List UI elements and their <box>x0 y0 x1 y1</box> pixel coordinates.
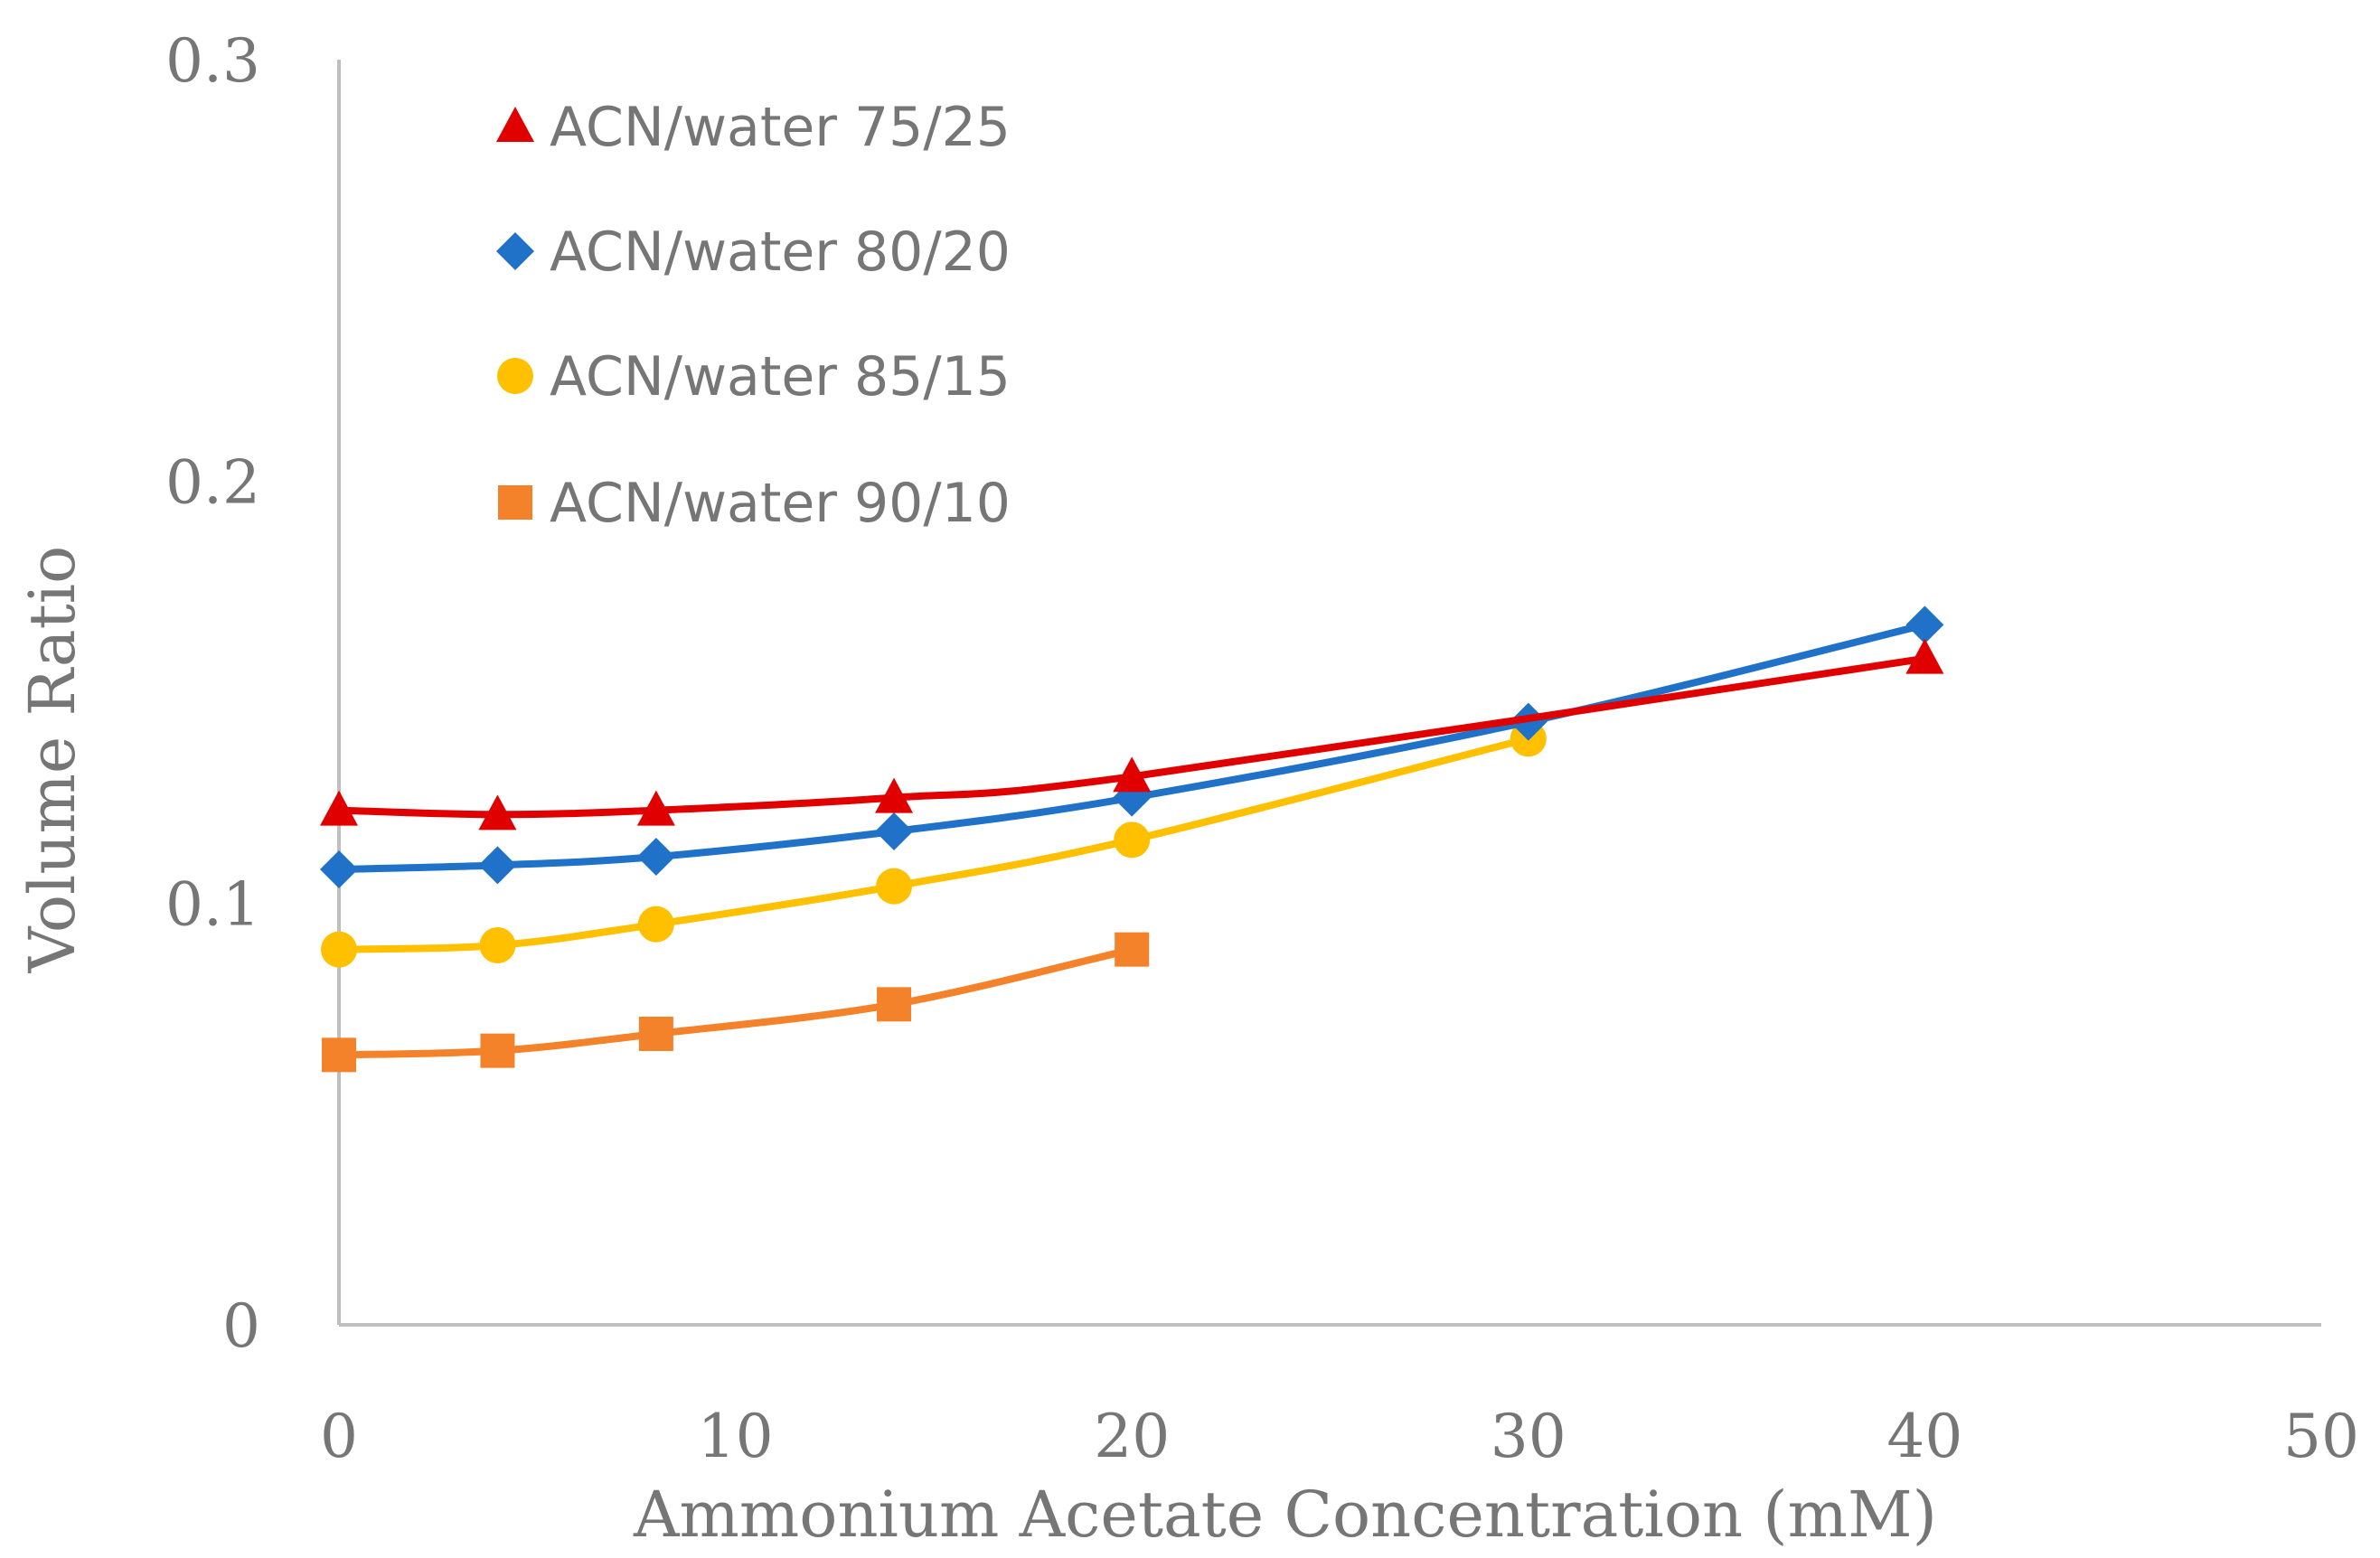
data-point <box>636 790 675 826</box>
series-1 <box>320 638 1944 831</box>
legend-entry: ACN/water 90/10 <box>498 472 1011 535</box>
data-point <box>1905 605 1944 644</box>
y-tick-label: 0.3 <box>165 26 260 96</box>
triangle-legend-marker <box>496 107 534 142</box>
legend-entry: ACN/water 75/25 <box>496 96 1011 159</box>
series-line <box>335 945 1136 1059</box>
data-point <box>1114 821 1151 859</box>
data-point <box>875 812 914 850</box>
y-tick-label: 0.2 <box>165 448 260 518</box>
data-point <box>322 1037 356 1073</box>
x-tick-label: 30 <box>1491 1402 1566 1471</box>
y-tick-label: 0.1 <box>165 869 260 939</box>
legend-label: ACN/water 75/25 <box>550 96 1011 159</box>
data-point <box>1113 756 1152 793</box>
x-axis-title: Ammonium Acetate Concentration (mM) <box>633 1478 1937 1552</box>
circle-legend-marker <box>497 358 533 394</box>
data-point <box>480 1033 515 1068</box>
square-legend-marker <box>498 485 532 520</box>
data-point <box>320 850 358 888</box>
legend-entry: ACN/water 80/20 <box>496 221 1011 284</box>
data-point <box>478 794 517 831</box>
data-point <box>1905 638 1944 674</box>
series-line <box>335 735 1532 953</box>
data-point <box>479 927 516 963</box>
data-point <box>875 777 914 813</box>
legend: ACN/water 75/25 ACN/water 80/20 ACN/water … <box>496 96 1011 535</box>
data-point <box>877 987 912 1022</box>
x-tick-label: 10 <box>698 1402 774 1471</box>
data-point <box>320 790 358 826</box>
x-tick-label: 50 <box>2283 1402 2359 1471</box>
chart-axes: 0 10 20 30 40 50 0 0.1 0.2 0.3 <box>165 26 2359 1471</box>
legend-entry: ACN/water 85/15 <box>497 345 1011 408</box>
data-point <box>478 846 517 885</box>
series-3 <box>321 720 1547 968</box>
data-point <box>636 838 675 876</box>
data-point <box>321 931 357 968</box>
data-point <box>637 906 674 943</box>
series-4 <box>322 932 1150 1073</box>
diamond-legend-marker <box>496 232 534 270</box>
y-tick-label: 0 <box>222 1291 260 1361</box>
x-tick-label: 0 <box>320 1402 358 1471</box>
series-layer <box>320 605 1944 1073</box>
x-tick-label: 20 <box>1094 1402 1170 1471</box>
legend-label: ACN/water 85/15 <box>550 345 1011 408</box>
legend-label: ACN/water 90/10 <box>550 472 1011 535</box>
y-axis-title: Volume Ratio <box>15 546 89 974</box>
x-tick-label: 40 <box>1886 1402 1962 1471</box>
legend-label: ACN/water 80/20 <box>550 221 1011 284</box>
data-point <box>1115 932 1150 967</box>
data-point <box>638 1017 673 1051</box>
data-point <box>876 868 913 905</box>
